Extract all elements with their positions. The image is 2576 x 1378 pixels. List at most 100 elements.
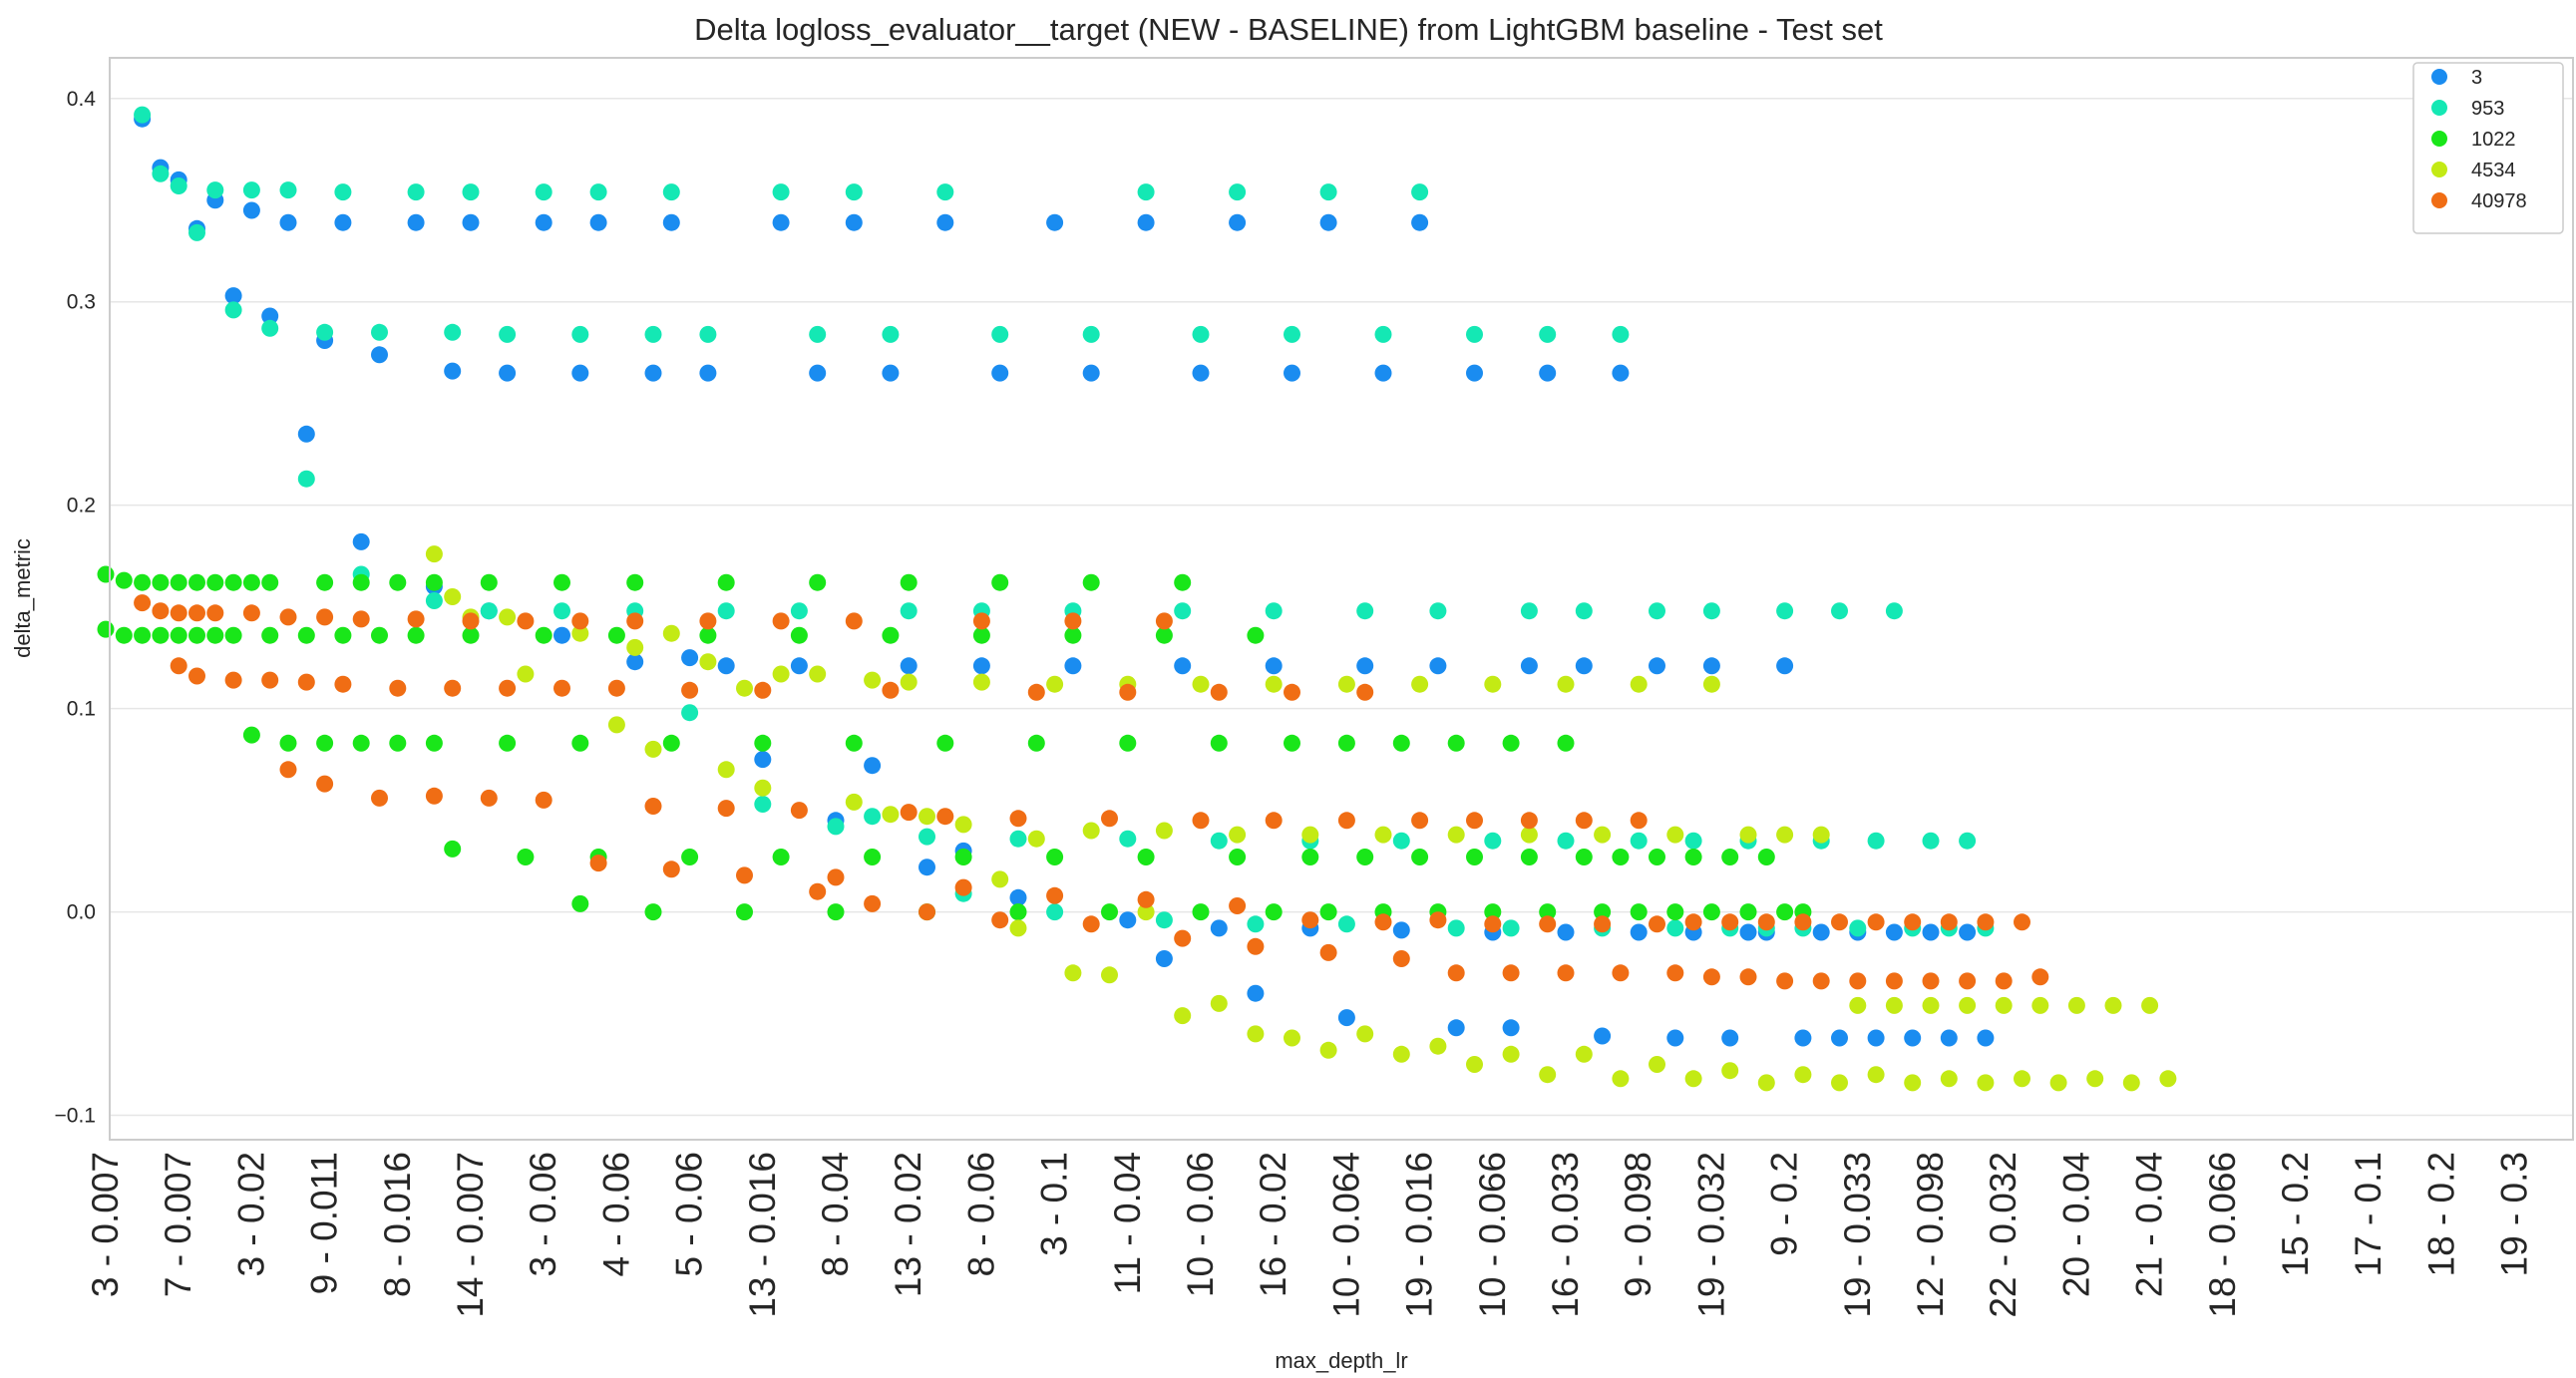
data-point	[1721, 913, 1739, 931]
data-point	[389, 573, 407, 591]
data-point	[261, 307, 279, 325]
data-point	[991, 911, 1009, 929]
data-point	[1794, 913, 1812, 931]
data-point	[1210, 734, 1228, 752]
data-point	[97, 565, 115, 583]
data-point	[1959, 923, 1977, 941]
data-point	[1119, 734, 1137, 752]
data-point	[1429, 602, 1447, 620]
data-point	[1630, 812, 1648, 830]
data-point	[1301, 849, 1319, 865]
data-point	[1539, 903, 1557, 921]
data-point	[681, 849, 699, 865]
data-point	[1630, 832, 1648, 850]
data-point	[389, 734, 407, 752]
data-point	[1466, 325, 1483, 343]
data-point	[1411, 213, 1429, 231]
data-point	[1155, 822, 1173, 840]
data-point	[242, 604, 260, 622]
data-point	[1594, 1027, 1612, 1045]
data-point	[224, 573, 242, 591]
data-point	[279, 734, 297, 752]
x-tick-label: 8 - 0.06	[960, 1152, 1001, 1276]
data-point	[1684, 832, 1702, 850]
data-point	[699, 612, 717, 630]
data-point	[1867, 832, 1885, 850]
data-point	[170, 657, 187, 675]
data-point	[1247, 937, 1265, 955]
data-point	[1192, 903, 1210, 921]
data-point	[1284, 683, 1300, 701]
data-point	[1192, 675, 1210, 693]
data-point	[1137, 849, 1155, 865]
data-point	[1447, 826, 1465, 844]
data-point	[1557, 675, 1575, 693]
data-point	[1831, 602, 1848, 620]
data-point	[1174, 573, 1192, 591]
data-point	[297, 470, 315, 488]
data-point	[1995, 996, 2013, 1014]
data-point	[553, 679, 570, 697]
x-tick-label: 16 - 0.033	[1545, 1152, 1586, 1318]
data-point	[1776, 657, 1794, 675]
data-point	[1155, 612, 1173, 630]
data-point	[972, 673, 990, 691]
data-point	[170, 177, 187, 194]
data-point	[1411, 183, 1429, 201]
data-point	[772, 213, 790, 231]
x-tick-label: 15 - 0.2	[2275, 1152, 2316, 1276]
data-point	[1192, 812, 1210, 830]
data-point	[1794, 1029, 1812, 1047]
data-point	[224, 671, 242, 689]
data-point	[188, 667, 205, 685]
data-point	[644, 740, 662, 758]
data-point	[936, 808, 954, 826]
data-point	[2104, 996, 2122, 1014]
data-point	[352, 573, 370, 591]
data-point	[1977, 913, 1995, 931]
y-tick-label: −0.1	[55, 1105, 96, 1128]
data-point	[954, 849, 972, 865]
data-point	[1904, 913, 1922, 931]
data-point	[1337, 812, 1355, 830]
data-point	[1429, 1037, 1447, 1055]
data-point	[462, 183, 480, 201]
data-point	[626, 612, 644, 630]
x-tick-label: 16 - 0.02	[1253, 1152, 1293, 1297]
x-tick-label: 9 - 0.2	[1764, 1152, 1805, 1256]
data-point	[1666, 919, 1684, 937]
x-tick-label: 18 - 0.2	[2420, 1152, 2461, 1276]
data-point	[1229, 849, 1247, 865]
data-point	[699, 325, 717, 343]
data-point	[224, 626, 242, 644]
data-point	[1959, 832, 1977, 850]
data-point	[1119, 683, 1137, 701]
data-point	[919, 808, 935, 826]
data-point	[1940, 913, 1958, 931]
data-point	[279, 761, 297, 779]
data-point	[754, 681, 772, 699]
x-tick-label: 10 - 0.064	[1325, 1152, 1366, 1318]
data-point	[1557, 923, 1575, 941]
data-point	[1867, 1066, 1885, 1084]
data-point	[425, 545, 443, 563]
data-point	[1082, 915, 1100, 933]
data-point	[188, 223, 205, 241]
x-tick-label: 19 - 0.3	[2494, 1152, 2535, 1276]
data-point	[1739, 903, 1757, 921]
data-point	[1466, 1056, 1483, 1073]
data-point	[1977, 1029, 1995, 1047]
data-point	[1831, 1074, 1848, 1092]
data-point	[864, 757, 882, 775]
data-point	[772, 612, 790, 630]
data-point	[919, 859, 935, 876]
data-point	[936, 183, 954, 201]
data-point	[1155, 911, 1173, 929]
data-point	[1649, 602, 1665, 620]
data-point	[1702, 602, 1720, 620]
data-point	[1337, 1009, 1355, 1027]
data-point	[1101, 903, 1118, 921]
legend-label: 3	[2471, 67, 2482, 89]
data-point	[681, 649, 699, 667]
data-point	[1137, 183, 1155, 201]
